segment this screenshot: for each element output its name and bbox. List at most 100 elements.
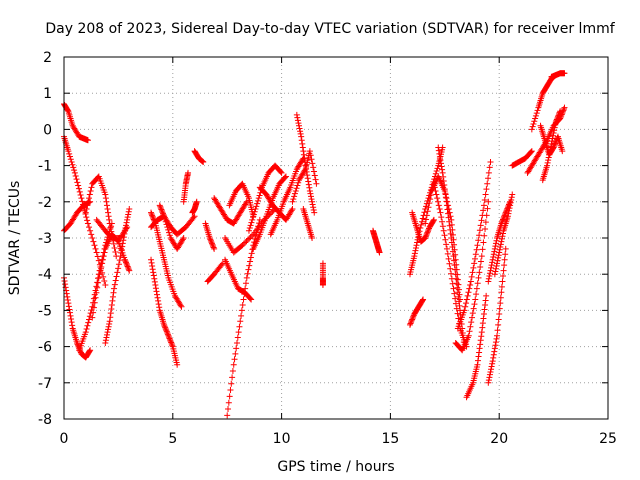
data-point (64, 296, 71, 303)
data-point (409, 316, 416, 323)
data-point (408, 319, 415, 326)
chart-title: Day 208 of 2023, Sidereal Day-to-day VTE… (45, 21, 615, 37)
data-points (61, 70, 568, 419)
data-point (305, 181, 312, 188)
series-arc-24 (245, 162, 285, 234)
data-point (118, 249, 125, 256)
data-point (418, 218, 425, 225)
data-point (237, 318, 244, 325)
data-point (226, 393, 233, 400)
data-point (496, 311, 503, 318)
data-point (157, 205, 164, 212)
y-tick-label: -8 (38, 412, 52, 428)
data-point (485, 275, 492, 282)
x-tick-label: 15 (381, 431, 399, 447)
series-arc-44 (491, 191, 516, 278)
data-point (253, 203, 260, 210)
data-point (507, 199, 514, 206)
data-point (426, 200, 433, 207)
data-point (114, 269, 121, 276)
data-point (463, 300, 470, 307)
data-point (154, 294, 161, 301)
data-point (438, 214, 445, 221)
data-point (288, 207, 295, 214)
data-point (294, 114, 301, 121)
data-point (168, 340, 175, 347)
data-point (305, 178, 312, 185)
data-point (502, 209, 509, 216)
data-point (468, 273, 475, 280)
data-point (436, 154, 443, 161)
data-point (509, 191, 516, 198)
data-point (83, 206, 90, 213)
data-point (66, 153, 73, 160)
data-point (231, 356, 238, 363)
data-point (103, 331, 110, 338)
data-point (485, 169, 492, 176)
data-point (475, 237, 482, 244)
data-point (490, 251, 497, 258)
series-arc-15 (189, 198, 200, 216)
data-point (442, 190, 449, 197)
data-point (449, 280, 456, 287)
data-point (495, 252, 502, 259)
data-point (124, 224, 131, 231)
data-point (423, 230, 430, 237)
data-point (422, 235, 429, 241)
data-point (68, 158, 75, 165)
data-point (246, 262, 253, 269)
data-point (474, 361, 481, 368)
data-point (435, 147, 442, 154)
data-point (482, 191, 489, 198)
data-point (297, 130, 304, 137)
data-point (491, 245, 498, 252)
data-point (168, 339, 175, 346)
data-point (488, 262, 495, 269)
series-arc-14 (180, 169, 192, 205)
data-point (90, 309, 97, 316)
data-point (498, 283, 505, 290)
data-point (247, 258, 254, 265)
data-point (180, 235, 187, 241)
data-point (200, 158, 207, 165)
data-point (493, 237, 500, 244)
y-tick-label: -6 (38, 340, 52, 356)
data-point (65, 148, 72, 155)
data-point (89, 235, 96, 241)
data-point (430, 217, 437, 224)
data-point (118, 246, 125, 253)
data-point (72, 173, 79, 180)
data-point (409, 315, 416, 322)
data-point (551, 124, 558, 131)
data-point (414, 239, 421, 246)
data-point (498, 235, 505, 242)
data-point (440, 173, 447, 180)
data-point (496, 246, 503, 253)
data-point (148, 259, 155, 266)
data-point (232, 350, 239, 357)
data-point (93, 283, 100, 290)
data-point (467, 278, 474, 285)
data-point (102, 337, 109, 344)
data-point (476, 269, 483, 276)
data-point (148, 209, 155, 216)
data-point (493, 263, 500, 270)
data-point (91, 242, 98, 249)
data-point (489, 360, 496, 367)
data-point (451, 257, 458, 264)
data-point (83, 214, 90, 221)
data-point (439, 166, 446, 173)
data-point (210, 243, 217, 250)
data-point (235, 329, 242, 336)
data-point (486, 270, 493, 277)
data-point (493, 335, 500, 342)
data-point (68, 319, 75, 326)
series-arc-17 (202, 220, 218, 252)
data-point (502, 245, 509, 252)
data-point (439, 223, 446, 230)
data-point (86, 191, 93, 198)
data-point (470, 305, 477, 312)
data-point (124, 214, 131, 221)
x-tick-label: 10 (273, 431, 291, 447)
data-point (425, 204, 432, 211)
